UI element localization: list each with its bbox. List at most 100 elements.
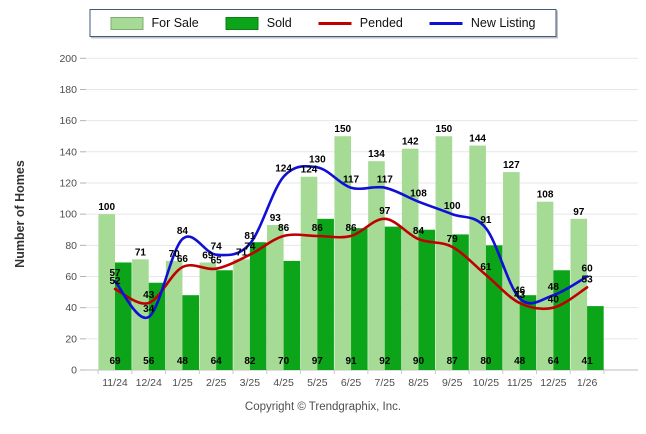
y-tick-label: 180 (59, 84, 77, 96)
legend-item-sold: Sold (225, 16, 292, 30)
sold-bar (418, 229, 436, 370)
for-sale-bar (536, 201, 554, 370)
sold-value-label: 48 (177, 356, 189, 367)
new-listing-value-label: 100 (444, 201, 461, 212)
y-tick-label: 160 (59, 115, 77, 127)
y-tick-label: 140 (59, 146, 77, 158)
pended-value-label: 52 (109, 276, 121, 287)
for-sale-value-label: 93 (270, 213, 282, 224)
new-listing-swatch-icon (429, 21, 463, 25)
y-tick-label: 80 (65, 240, 77, 252)
for-sale-value-label: 144 (469, 134, 486, 145)
pended-value-label: 84 (413, 226, 425, 237)
for-sale-bar (368, 161, 385, 370)
x-axis-label: 12/24 (136, 377, 162, 389)
for-sale-bar (199, 262, 217, 370)
pended-line (113, 217, 589, 311)
pended-value-label: 43 (514, 290, 526, 301)
sold-bar (452, 234, 469, 370)
new-listing-value-label: 117 (343, 175, 360, 186)
pended-value-label: 66 (177, 254, 189, 265)
new-listing-value-label: 124 (275, 164, 292, 175)
for-sale-value-label: 71 (135, 247, 147, 258)
x-axis-label: 1/26 (577, 377, 598, 389)
new-listing-value-label: 46 (514, 285, 526, 296)
legend-item-pended: Pended (318, 16, 403, 30)
sold-bar (351, 228, 368, 370)
for-sale-value-label: 142 (402, 137, 419, 148)
x-axis-label: 9/25 (442, 377, 463, 389)
for-sale-value-label: 134 (368, 149, 385, 160)
legend-item-for-sale: For Sale (110, 16, 199, 30)
for-sale-value-label: 150 (334, 124, 351, 135)
new-listing-value-label: 74 (211, 242, 223, 253)
legend-label: Pended (359, 16, 403, 30)
for-sale-bar (435, 136, 453, 370)
sold-value-label: 41 (582, 356, 594, 367)
sold-value-label: 97 (312, 356, 324, 367)
new-listing-value-label: 84 (177, 226, 189, 237)
pended-value-label: 61 (480, 262, 492, 273)
sold-bar (519, 295, 537, 370)
sold-value-label: 80 (480, 356, 492, 367)
for-sale-value-label: 127 (503, 160, 520, 171)
pended-value-label: 65 (211, 256, 223, 267)
sold-value-label: 69 (109, 356, 121, 367)
new-listing-value-label: 34 (143, 304, 155, 315)
new-listing-value-label: 91 (480, 215, 492, 226)
y-tick-label: 0 (71, 365, 77, 377)
for-sale-bar (503, 172, 520, 370)
for-sale-value-label: 124 (301, 165, 318, 176)
new-listing-value-label: 117 (377, 175, 394, 186)
y-tick-label: 20 (65, 333, 77, 345)
pended-value-label: 86 (345, 223, 357, 234)
for-sale-bar (300, 176, 318, 370)
sold-bar (249, 242, 267, 370)
bars (98, 136, 604, 370)
sold-value-label: 90 (413, 356, 425, 367)
sold-bar (317, 218, 334, 370)
sold-value-label: 92 (379, 356, 391, 367)
pended-value-label: 43 (143, 290, 155, 301)
for-sale-swatch-icon (110, 16, 144, 30)
for-sale-value-label: 70 (169, 249, 181, 260)
for-sale-bar (233, 259, 250, 370)
sold-bar (587, 306, 604, 370)
x-axis-label: 8/25 (408, 377, 429, 389)
x-axis-label: 3/25 (240, 377, 261, 389)
new-listing-value-label: 81 (244, 231, 256, 242)
pended-value-label: 86 (312, 223, 324, 234)
sold-bar (148, 282, 166, 370)
sold-value-label: 64 (548, 356, 560, 367)
legend-label: New Listing (470, 16, 536, 30)
sold-value-label: 64 (211, 356, 223, 367)
new-listing-value-label: 60 (582, 263, 594, 274)
x-axis-label: 7/25 (375, 377, 396, 389)
sold-value-label: 82 (244, 356, 256, 367)
y-axis-title: Number of Homes (13, 160, 27, 268)
x-axis-label: 11/25 (507, 377, 533, 389)
legend-label: For Sale (151, 16, 199, 30)
sold-bar (384, 226, 402, 370)
legend-item-new-listing: New Listing (429, 16, 536, 30)
for-sale-value-label: 108 (537, 190, 554, 201)
sold-value-label: 91 (345, 356, 357, 367)
x-axis-label: 10/25 (473, 377, 499, 389)
sold-bar (485, 245, 503, 370)
x-axis-label: 4/25 (273, 377, 294, 389)
for-sale-bar (469, 145, 486, 370)
for-sale-value-label: 100 (98, 202, 115, 213)
y-tick-label: 100 (59, 209, 77, 221)
pended-value-label: 79 (447, 234, 459, 245)
sold-value-label: 87 (447, 356, 459, 367)
for-sale-value-label: 97 (573, 207, 585, 218)
sold-bar (182, 295, 200, 370)
sold-bar (553, 270, 570, 370)
pended-value-label: 40 (548, 295, 560, 306)
x-axis-label: 6/25 (341, 377, 362, 389)
y-tick-label: 40 (65, 302, 77, 314)
sold-value-label: 70 (278, 356, 290, 367)
y-tick-label: 120 (59, 177, 77, 189)
